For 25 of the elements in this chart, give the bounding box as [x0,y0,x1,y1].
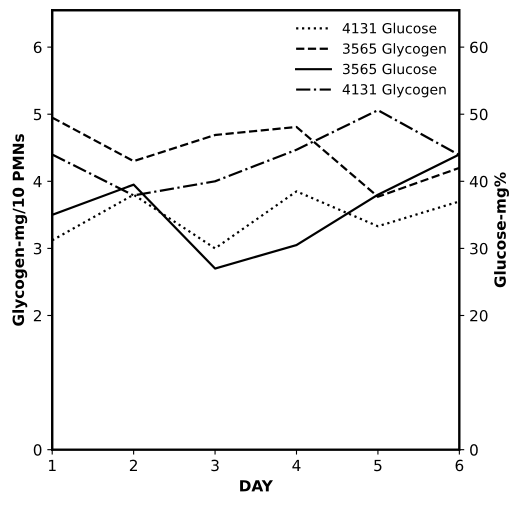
y2-tick-label: 60 [470,42,488,54]
x-tick-label: 6 [456,460,464,472]
y2-axis-title: Glucose-mg% [494,172,509,288]
y-tick-label: 6 [34,42,42,54]
y2-tick-label: 0 [470,444,478,456]
legend-label: 3565 Glycogen [343,43,446,57]
y2-tick-label: 50 [470,108,488,120]
x-tick-label: 1 [49,460,56,472]
y2-tick-label: 20 [470,310,488,322]
legend-label: 3565 Glucose [343,63,436,74]
y2-tick-label: 40 [470,176,488,188]
y2-tick-label: 30 [470,242,488,254]
legend-label: 4131 Glucose [342,22,436,34]
legend-label: 4131 Glycogen [342,84,446,98]
x-tick-label: 2 [130,460,137,472]
y-tick-label: 4 [34,176,42,188]
y-tick-label: 5 [34,108,42,120]
y-axis-title: Glycogen-mg/10 PMNs [12,134,28,326]
y-tick-label: 2 [34,310,41,322]
y-tick-label: 0 [34,444,42,456]
x-tick-label: 3 [211,460,219,472]
x-axis-title: DAY [240,480,273,492]
x-tick-label: 5 [374,460,382,472]
x-tick-label: 4 [292,460,300,472]
y-tick-label: 3 [34,242,42,254]
